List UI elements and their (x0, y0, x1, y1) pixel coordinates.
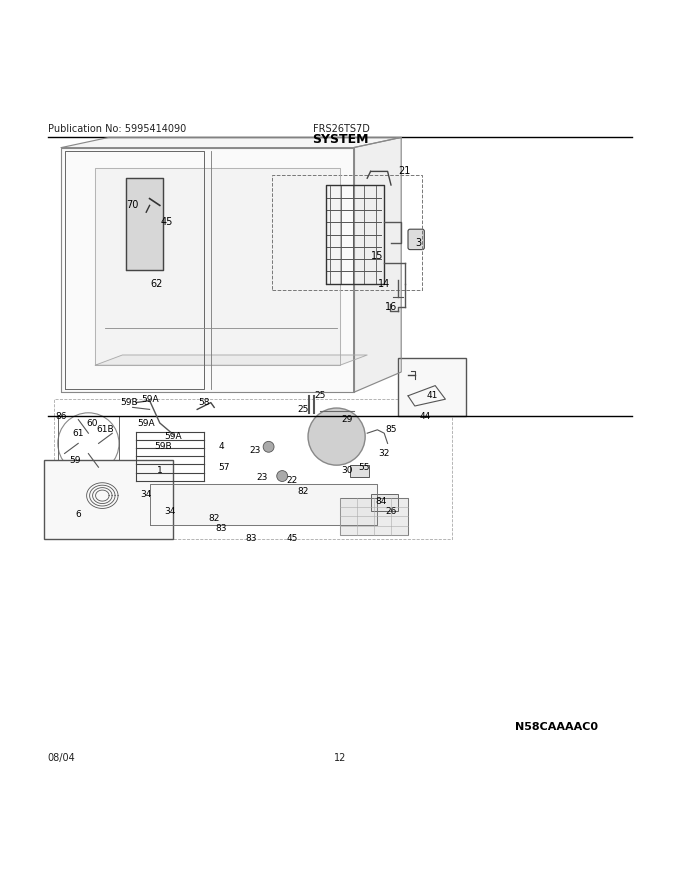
Text: 85: 85 (386, 425, 396, 435)
Circle shape (263, 442, 274, 452)
Text: 41: 41 (426, 392, 437, 400)
Circle shape (308, 408, 365, 466)
Text: 22: 22 (287, 476, 298, 485)
Polygon shape (340, 498, 408, 535)
FancyBboxPatch shape (408, 229, 424, 250)
Text: 25: 25 (314, 392, 325, 400)
Text: 16: 16 (385, 303, 397, 312)
Bar (272, 175, 422, 290)
Text: 4: 4 (218, 443, 224, 451)
Text: 83: 83 (246, 534, 257, 543)
Text: 12: 12 (334, 753, 346, 763)
Text: 58: 58 (199, 398, 209, 407)
Text: 14: 14 (378, 279, 390, 289)
Text: 44: 44 (420, 412, 430, 421)
Text: 59A: 59A (165, 432, 182, 441)
Text: 32: 32 (379, 449, 390, 458)
Text: 60: 60 (86, 419, 97, 428)
Text: 29: 29 (341, 415, 352, 424)
Text: 59B: 59B (120, 398, 138, 407)
Text: Publication No: 5995414090: Publication No: 5995414090 (48, 124, 186, 134)
Text: 59B: 59B (154, 443, 172, 451)
Text: 86: 86 (56, 412, 67, 421)
Text: 55: 55 (358, 463, 369, 472)
Bar (350, 466, 369, 477)
Text: 30: 30 (341, 466, 352, 475)
Text: N58CAAAAC0: N58CAAAAC0 (515, 722, 598, 732)
Polygon shape (126, 178, 163, 270)
Text: 82: 82 (297, 487, 308, 495)
Text: SYSTEM: SYSTEM (311, 133, 369, 145)
Bar (58, 416, 119, 471)
Text: 6: 6 (75, 510, 81, 519)
Text: 34: 34 (165, 507, 175, 516)
Polygon shape (95, 355, 367, 365)
Text: 26: 26 (386, 507, 396, 516)
Bar (54, 400, 452, 539)
Text: 61: 61 (73, 429, 84, 437)
Text: 34: 34 (141, 490, 152, 499)
Text: 23: 23 (256, 473, 267, 482)
Text: 08/04: 08/04 (48, 753, 75, 763)
Text: 57: 57 (219, 463, 230, 472)
Polygon shape (408, 385, 445, 406)
Text: 59A: 59A (137, 419, 155, 428)
Bar (398, 358, 466, 416)
Bar (371, 495, 398, 511)
Bar (44, 460, 173, 539)
Text: 15: 15 (371, 252, 384, 261)
Circle shape (277, 471, 288, 481)
Text: 83: 83 (216, 524, 226, 533)
Text: 45: 45 (287, 534, 298, 543)
Text: 59A: 59A (141, 395, 158, 404)
Text: 3: 3 (415, 238, 422, 248)
Text: 82: 82 (209, 514, 220, 523)
Text: 61B: 61B (97, 425, 114, 435)
Text: 25: 25 (297, 405, 308, 414)
Polygon shape (95, 168, 340, 365)
Text: 45: 45 (160, 217, 173, 227)
Text: 59: 59 (69, 456, 80, 465)
Text: 70: 70 (126, 201, 139, 210)
Polygon shape (61, 148, 354, 392)
Text: 21: 21 (398, 166, 411, 176)
Text: 84: 84 (375, 496, 386, 506)
Polygon shape (354, 137, 401, 392)
Polygon shape (61, 137, 401, 148)
Text: 1: 1 (157, 466, 163, 475)
Polygon shape (150, 484, 377, 525)
Text: 62: 62 (150, 279, 163, 289)
Text: FRS26TS7D: FRS26TS7D (313, 124, 370, 134)
Text: 23: 23 (250, 445, 260, 455)
